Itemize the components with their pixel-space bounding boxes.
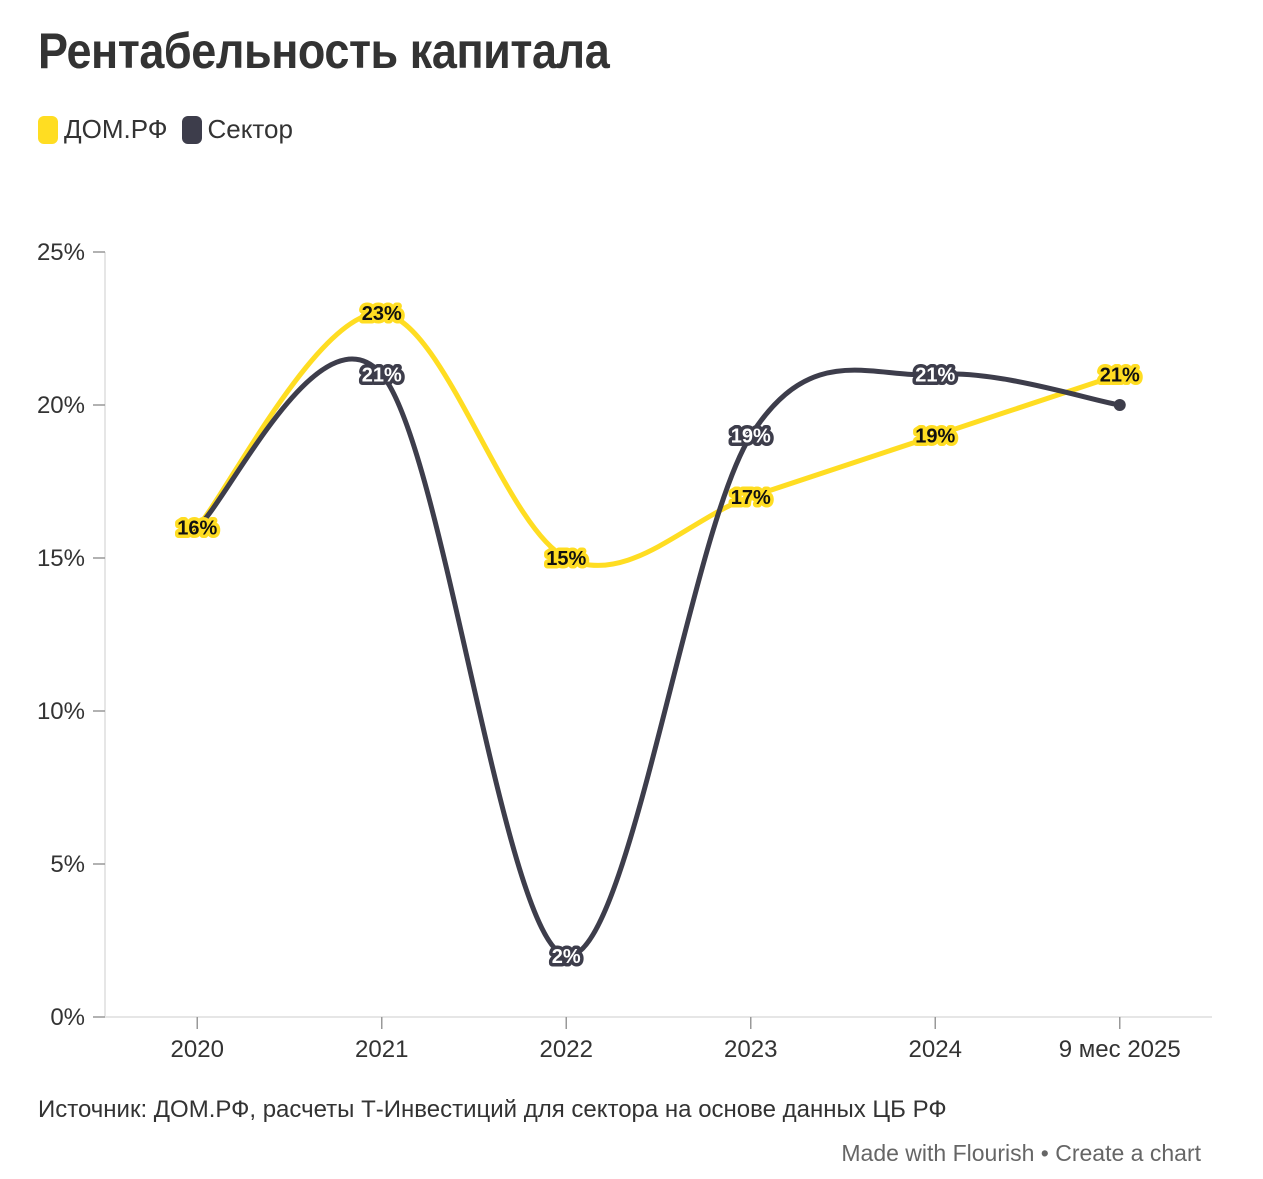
source-note: Источник: ДОМ.РФ, расчеты Т-Инвестиций д… bbox=[38, 1096, 947, 1123]
data-label: 23% bbox=[362, 303, 402, 325]
axes: 0% 5% 10% 15% 20% 25% 2020 2021 2022 2023 2024 9 ме… bbox=[37, 239, 1212, 1063]
legend-item-sector[interactable]: Сектор bbox=[181, 114, 293, 145]
y-tick-label: 0% bbox=[50, 1004, 85, 1031]
data-label: 21% bbox=[362, 364, 402, 386]
series-line-domrf bbox=[194, 310, 1123, 568]
data-point bbox=[1113, 399, 1126, 411]
x-tick-label: 9 мес 2025 bbox=[1059, 1036, 1181, 1063]
legend-swatch-sector bbox=[181, 115, 202, 144]
data-label: 19% bbox=[731, 426, 771, 448]
data-label: 17% bbox=[731, 487, 771, 509]
data-label: 15% bbox=[546, 548, 586, 570]
x-tick-label: 2022 bbox=[540, 1036, 593, 1063]
data-label: 16% bbox=[177, 517, 217, 539]
legend-label-sector: Сектор bbox=[207, 114, 293, 144]
x-tick-label: 2020 bbox=[171, 1036, 224, 1063]
chart-title: Рентабельность капитала bbox=[38, 23, 610, 79]
y-tick-label: 25% bbox=[37, 239, 85, 266]
y-tick-label: 5% bbox=[50, 851, 85, 878]
data-label: 19% bbox=[915, 426, 955, 448]
made-with-flourish-link[interactable]: Made with Flourish bbox=[841, 1140, 1035, 1166]
data-label: 2% bbox=[552, 946, 581, 968]
data-labels: 16% 23% 15% 17% 19% 21% 21% 2% 19% 21% bbox=[174, 300, 1144, 972]
data-label: 21% bbox=[915, 364, 955, 386]
x-tick-label: 2024 bbox=[909, 1036, 962, 1063]
legend-item-domrf[interactable]: ДОМ.РФ bbox=[38, 114, 168, 145]
legend-swatch-domrf bbox=[38, 115, 58, 144]
data-point bbox=[191, 521, 204, 534]
legend: ДОМ.РФ Сектор bbox=[38, 114, 293, 145]
legend-label-domrf: ДОМ.РФ bbox=[64, 114, 168, 144]
y-tick-label: 10% bbox=[37, 698, 85, 725]
y-tick-label: 15% bbox=[37, 545, 85, 572]
footer-separator: • bbox=[1040, 1140, 1049, 1166]
y-tick-label: 20% bbox=[37, 392, 85, 419]
series-lines bbox=[191, 310, 1126, 959]
create-chart-link[interactable]: Create a chart bbox=[1055, 1140, 1201, 1166]
x-tick-label: 2023 bbox=[724, 1036, 777, 1063]
data-label: 21% bbox=[1100, 364, 1140, 386]
series-line-sector bbox=[194, 356, 1123, 959]
footer: Made with Flourish • Create a chart bbox=[841, 1140, 1201, 1167]
x-tick-label: 2021 bbox=[355, 1036, 408, 1063]
